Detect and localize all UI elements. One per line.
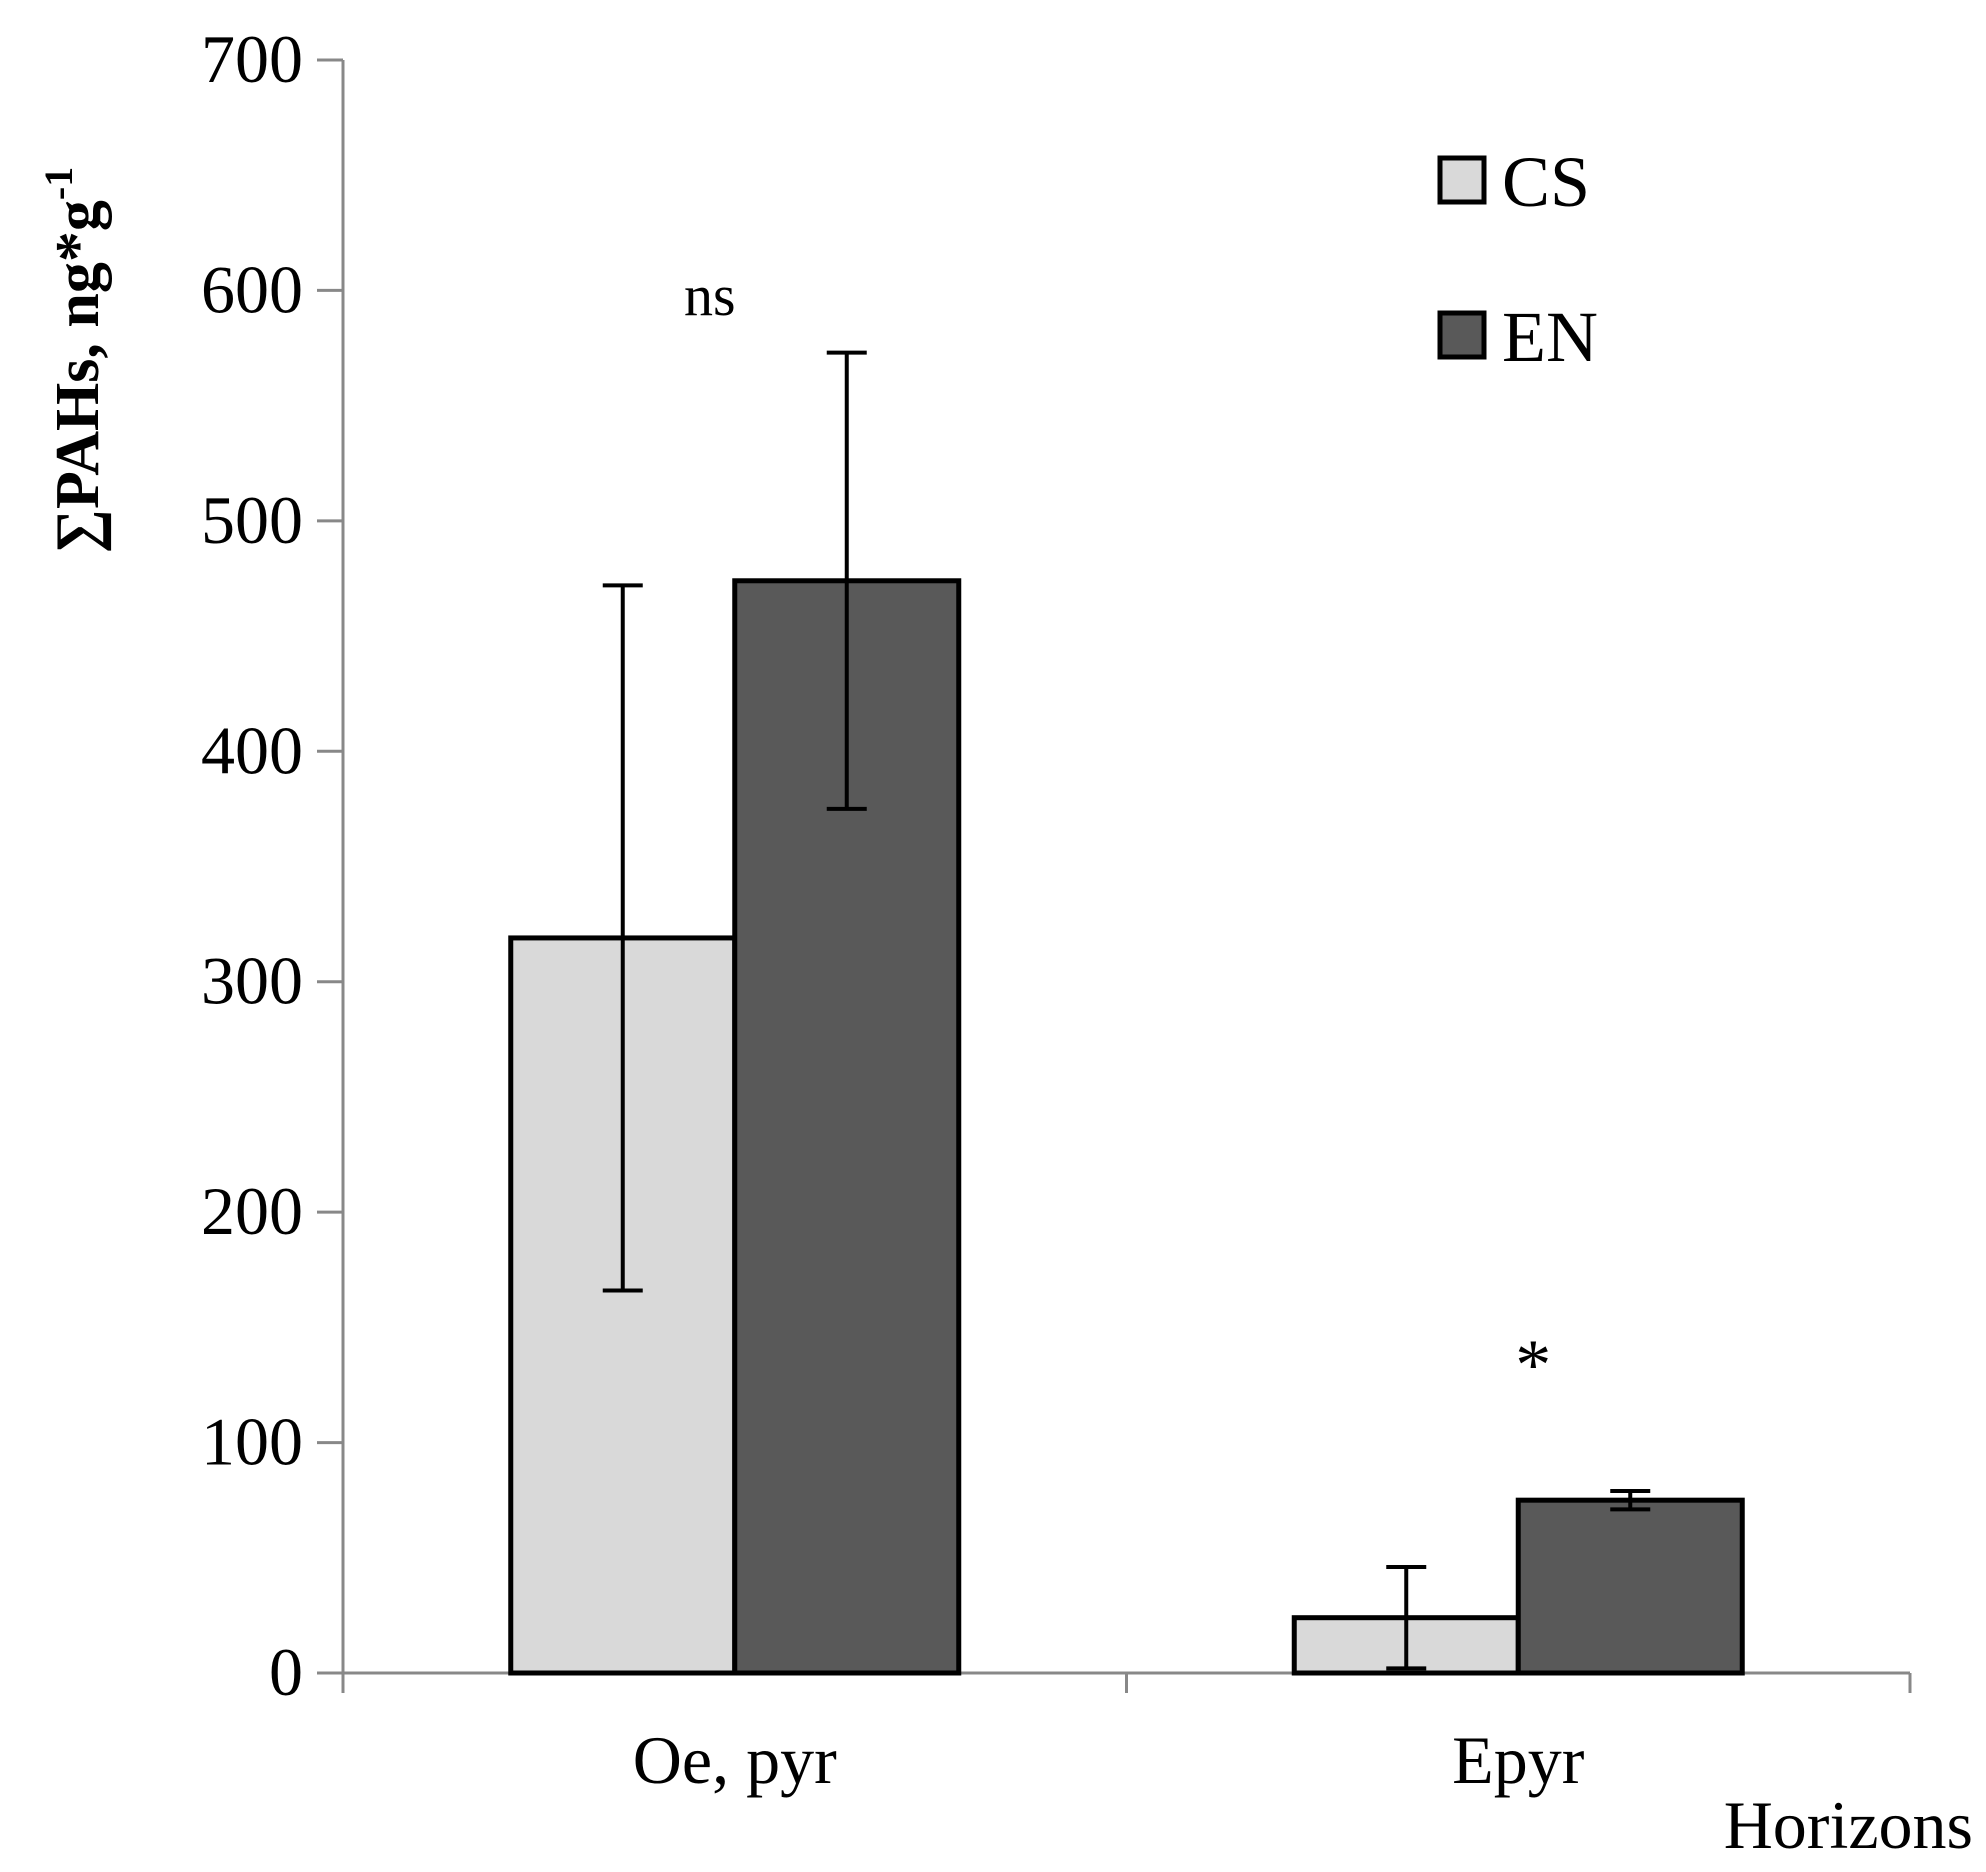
legend-swatch-en [1437,310,1487,360]
y-tick-label: 500 [201,482,303,558]
legend-label-en: EN [1502,297,1598,377]
category-labels: Oe, pyr Epyr [633,1722,1585,1798]
category-label: Oe, pyr [633,1722,837,1798]
y-axis-label-text: ∑PAHs, ng*g [44,200,112,553]
y-tick-label: 300 [201,943,303,1019]
significance-star: * [1515,1325,1551,1405]
annotations: ns * [684,263,1551,1405]
y-axis-label: ∑PAHs, ng*g-1 [36,167,112,553]
y-axis-ticks: 0 100 200 300 400 500 600 700 [201,21,343,1710]
y-tick-label: 0 [269,1634,303,1710]
y-tick-label: 600 [201,251,303,327]
bar-en-1 [1515,1497,1745,1676]
error-bars [602,350,1651,1671]
bars [508,578,1745,1676]
category-label: Epyr [1452,1722,1585,1798]
legend-swatch-cs [1437,155,1487,205]
y-axis-label-superscript: -1 [36,167,81,200]
y-tick-label: 400 [201,712,303,788]
legend-label-cs: CS [1502,142,1590,222]
x-axis-label: Horizons [1724,1787,1973,1863]
y-tick-label: 700 [201,21,303,97]
significance-ns: ns [684,263,736,328]
legend: CS EN [1437,142,1598,377]
y-tick-label: 100 [201,1404,303,1480]
y-tick-label: 200 [201,1173,303,1249]
